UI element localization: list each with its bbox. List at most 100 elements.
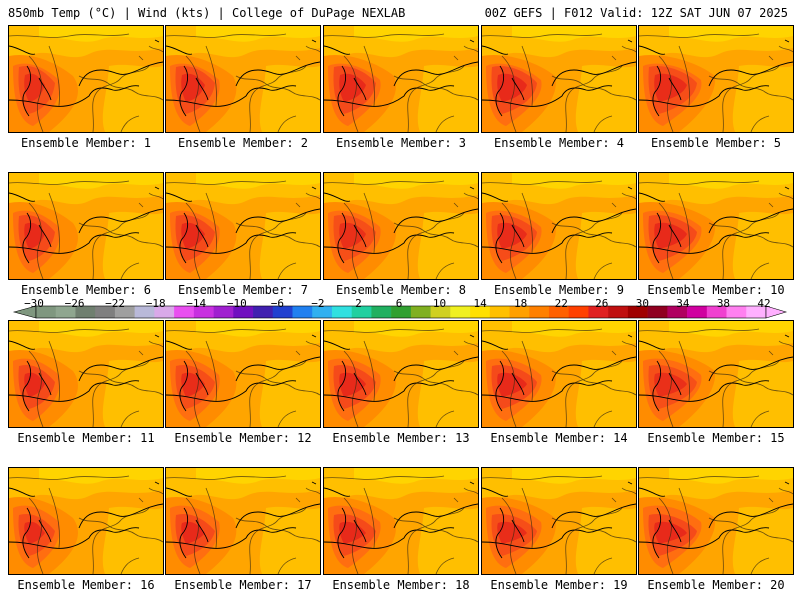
ensemble-map-15: [638, 320, 794, 428]
colorbar-tick-label: −6: [270, 297, 284, 310]
colorbar-swatch: [213, 306, 234, 318]
colorbar-tick-label: 22: [554, 297, 568, 310]
ensemble-member-label-5: Ensemble Member: 5: [650, 136, 782, 150]
ensemble-member-label-17: Ensemble Member: 17: [174, 578, 312, 592]
ensemble-map-13: [323, 320, 479, 428]
colorbar-swatch: [667, 306, 688, 318]
colorbar-tick-label: 38: [716, 297, 731, 310]
colorbar-tick-label: 30: [635, 297, 649, 310]
colorbar-swatch: [272, 306, 293, 318]
colorbar-swatch: [410, 306, 431, 318]
colorbar-swatch: [193, 306, 214, 318]
ensemble-member-label-8: Ensemble Member: 8: [335, 283, 467, 297]
ensemble-map-10: [638, 172, 794, 280]
model-run-info: 00Z GEFS | F012 Valid: 12Z SAT JUN 07 20…: [484, 6, 788, 20]
ensemble-member-label-6: Ensemble Member: 6: [20, 283, 152, 297]
ensemble-map-7: [165, 172, 321, 280]
ensemble-member-label-3: Ensemble Member: 3: [335, 136, 467, 150]
ensemble-member-label-18: Ensemble Member: 18: [332, 578, 470, 592]
ensemble-map-3: [323, 25, 479, 133]
colorbar-tick-label: 26: [595, 297, 609, 310]
colorbar-swatch: [509, 306, 530, 318]
ensemble-map-9: [481, 172, 637, 280]
ensemble-map-19: [481, 467, 637, 575]
ensemble-map-8: [323, 172, 479, 280]
colorbar-swatch: [371, 306, 392, 318]
colorbar-swatch: [450, 306, 471, 318]
colorbar-tick-label: −22: [105, 297, 126, 310]
colorbar-swatch: [568, 306, 589, 318]
colorbar-swatch: [36, 306, 57, 318]
colorbar-tick-label: −26: [64, 297, 85, 310]
ensemble-member-label-4: Ensemble Member: 4: [493, 136, 625, 150]
colorbar-tick-label: 14: [473, 297, 487, 310]
colorbar-swatch: [529, 306, 550, 318]
colorbar-tick-label: 18: [514, 297, 528, 310]
ensemble-member-label-11: Ensemble Member: 11: [17, 431, 155, 445]
ensemble-map-5: [638, 25, 794, 133]
ensemble-map-20: [638, 467, 794, 575]
ensemble-member-label-9: Ensemble Member: 9: [493, 283, 625, 297]
colorbar-swatch: [114, 306, 135, 318]
ensemble-map-6: [8, 172, 164, 280]
ensemble-member-label-15: Ensemble Member: 15: [647, 431, 785, 445]
colorbar-swatch: [588, 306, 609, 318]
colorbar-tick-label: 10: [432, 297, 447, 310]
colorbar-swatch: [706, 306, 727, 318]
colorbar-swatch: [391, 306, 412, 318]
ensemble-member-label-13: Ensemble Member: 13: [332, 431, 470, 445]
colorbar-tick-label: 2: [355, 297, 362, 310]
ensemble-member-label-7: Ensemble Member: 7: [177, 283, 309, 297]
colorbar-tick-label: −18: [145, 297, 166, 310]
colorbar-swatch: [253, 306, 274, 318]
map-title: 850mb Temp (°C) | Wind (kts) | College o…: [8, 6, 406, 20]
ensemble-member-label-10: Ensemble Member: 10: [647, 283, 785, 297]
colorbar-swatch: [647, 306, 668, 318]
colorbar-swatch: [174, 306, 195, 318]
colorbar-tick-label: 34: [676, 297, 690, 310]
colorbar-tick-label: −10: [226, 297, 247, 310]
colorbar-swatch: [292, 306, 313, 318]
colorbar-swatch: [470, 306, 491, 318]
colorbar-tick-label: 42: [757, 297, 771, 310]
ensemble-member-label-20: Ensemble Member: 20: [647, 578, 785, 592]
colorbar-swatch: [726, 306, 747, 318]
colorbar-swatch: [95, 306, 116, 318]
ensemble-member-label-19: Ensemble Member: 19: [490, 578, 628, 592]
colorbar-swatch: [351, 306, 372, 318]
colorbar-tick-label: 6: [395, 297, 403, 310]
colorbar-swatch: [627, 306, 648, 318]
colorbar-swatch: [134, 306, 155, 318]
ensemble-map-17: [165, 467, 321, 575]
ensemble-map-18: [323, 467, 479, 575]
ensemble-map-2: [165, 25, 321, 133]
colorbar-swatch: [312, 306, 333, 318]
colorbar-swatch: [687, 306, 708, 318]
colorbar-swatch: [233, 306, 254, 318]
colorbar-tick-label: −14: [186, 297, 207, 310]
ensemble-map-1: [8, 25, 164, 133]
colorbar-max-arrow: [765, 305, 788, 319]
ensemble-map-4: [481, 25, 637, 133]
colorbar-tick-label: −30: [24, 297, 44, 310]
colorbar-swatch: [75, 306, 96, 318]
colorbar-swatch: [55, 306, 76, 318]
ensemble-map-14: [481, 320, 637, 428]
ensemble-member-label-16: Ensemble Member: 16: [17, 578, 155, 592]
colorbar-swatch: [746, 306, 767, 318]
colorbar-swatch: [548, 306, 570, 318]
ensemble-member-label-2: Ensemble Member: 2: [177, 136, 309, 150]
ensemble-map-12: [165, 320, 321, 428]
ensemble-member-label-14: Ensemble Member: 14: [490, 431, 628, 445]
colorbar-swatch: [430, 306, 451, 318]
ensemble-map-11: [8, 320, 164, 428]
ensemble-member-label-12: Ensemble Member: 12: [174, 431, 312, 445]
temperature-colorbar: [12, 305, 788, 319]
colorbar-swatch: [154, 306, 175, 318]
ensemble-map-16: [8, 467, 164, 575]
colorbar-swatch: [489, 306, 510, 318]
colorbar-swatch: [608, 306, 629, 318]
colorbar-tick-label: −2: [311, 297, 325, 310]
colorbar-swatch: [331, 306, 352, 318]
